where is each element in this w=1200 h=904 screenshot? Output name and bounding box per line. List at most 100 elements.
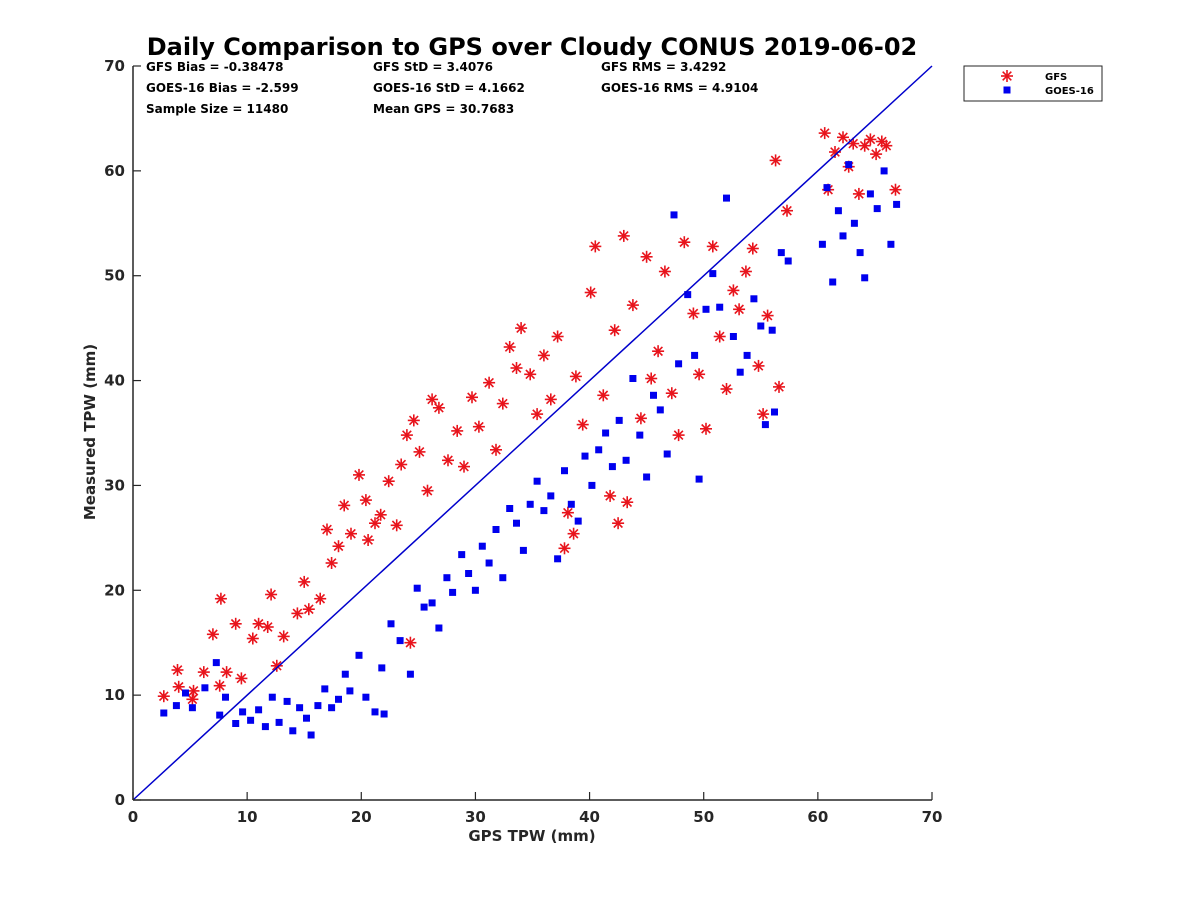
goes16-point bbox=[615, 416, 623, 424]
gfs-point bbox=[561, 506, 574, 519]
gfs-point bbox=[551, 330, 564, 343]
x-tick-label: 40 bbox=[579, 808, 600, 826]
goes16-point bbox=[595, 446, 603, 454]
gfs-point bbox=[544, 393, 557, 406]
goes16-point bbox=[172, 702, 180, 710]
goes16-point bbox=[378, 664, 386, 672]
gfs-point bbox=[569, 370, 582, 383]
gfs-point bbox=[472, 420, 485, 433]
goes16-point bbox=[296, 704, 304, 712]
gfs-point bbox=[213, 679, 226, 692]
legend-label-gfs: GFS bbox=[1045, 72, 1067, 83]
gfs-point bbox=[693, 368, 706, 381]
gfs-point bbox=[400, 429, 413, 442]
gfs-point bbox=[483, 376, 496, 389]
goes16-point bbox=[709, 270, 717, 278]
goes16-point bbox=[506, 505, 514, 512]
gfs-point bbox=[220, 666, 233, 679]
goes16-point bbox=[212, 659, 220, 667]
goes16-point bbox=[823, 184, 831, 192]
goes16-point bbox=[471, 586, 479, 594]
gfs-point bbox=[746, 242, 759, 255]
gfs-point bbox=[214, 592, 227, 605]
y-tick-label: 20 bbox=[104, 581, 125, 599]
goes16-point bbox=[554, 555, 562, 563]
gfs-point bbox=[246, 632, 259, 645]
goes16-point bbox=[777, 249, 785, 257]
goes16-point bbox=[757, 322, 765, 330]
goes16-point bbox=[321, 685, 329, 693]
gfs-point bbox=[584, 286, 597, 299]
goes16-point bbox=[887, 240, 895, 248]
gfs-point bbox=[353, 468, 365, 481]
goes16-point bbox=[341, 670, 349, 678]
goes16-point bbox=[716, 303, 724, 311]
goes16-point bbox=[355, 651, 363, 659]
goes16-point bbox=[371, 708, 379, 716]
gfs-point bbox=[531, 408, 544, 421]
gfs-point bbox=[407, 414, 420, 427]
goes16-point bbox=[750, 295, 758, 303]
x-tick-label: 0 bbox=[128, 808, 138, 826]
goes16-point bbox=[435, 624, 443, 632]
gfs-point bbox=[298, 575, 311, 588]
goes16-point bbox=[307, 731, 315, 739]
gfs-point bbox=[567, 527, 580, 540]
gfs-point bbox=[332, 540, 345, 553]
gfs-point bbox=[672, 429, 685, 442]
goes16-point bbox=[861, 274, 869, 282]
gfs-point bbox=[757, 408, 770, 421]
goes16-point bbox=[222, 693, 229, 701]
goes16-point bbox=[458, 551, 466, 559]
gfs-point bbox=[837, 131, 849, 144]
goes16-point bbox=[420, 603, 428, 611]
gfs-point bbox=[761, 309, 774, 322]
goes16-point bbox=[526, 500, 534, 508]
stat-goes16-rms: GOES-16 RMS = 4.9104 bbox=[601, 81, 758, 95]
legend-box bbox=[963, 65, 1103, 102]
gfs-point bbox=[325, 557, 338, 569]
goes16-point bbox=[643, 473, 651, 481]
gfs-point bbox=[362, 534, 375, 546]
gfs-point bbox=[640, 250, 653, 263]
stat-gfs-bias: GFS Bias = -0.38478 bbox=[146, 60, 283, 74]
gfs-point bbox=[515, 322, 528, 335]
goes16-point bbox=[768, 326, 776, 334]
gfs-point bbox=[374, 508, 387, 521]
gfs-point bbox=[187, 684, 200, 697]
gfs-point bbox=[752, 359, 765, 372]
axes-layer: 0 10 20 30 40 50 60 70 0 10 20 30 40 50 60 70 bbox=[104, 57, 942, 826]
goes16-point bbox=[485, 559, 493, 567]
goes16-point bbox=[261, 723, 269, 731]
y-tick-label: 10 bbox=[104, 686, 125, 704]
goes16-point bbox=[736, 368, 744, 376]
goes16-point bbox=[182, 689, 189, 697]
gfs-point bbox=[277, 630, 290, 643]
gfs-point bbox=[395, 458, 408, 471]
x-tick-label: 30 bbox=[465, 808, 486, 826]
goes16-point bbox=[873, 205, 881, 213]
goes16-point bbox=[771, 408, 778, 416]
goes16-point bbox=[247, 716, 255, 724]
gfs-point bbox=[186, 693, 199, 706]
stat-mean-gps: Mean GPS = 30.7683 bbox=[373, 102, 514, 116]
goes16-point bbox=[761, 421, 769, 429]
gfs-point bbox=[558, 542, 571, 555]
goes16-point bbox=[492, 526, 500, 533]
goes16-point bbox=[850, 219, 858, 227]
goes16-point bbox=[289, 727, 297, 735]
goes16-point bbox=[328, 704, 336, 712]
gfs-point bbox=[510, 362, 523, 374]
legend-label-goes16: GOES-16 bbox=[1045, 86, 1094, 97]
gfs-point bbox=[604, 489, 617, 502]
goes16-point bbox=[845, 161, 853, 169]
goes16-point bbox=[629, 375, 637, 382]
gfs-point bbox=[413, 445, 426, 458]
gfs-point bbox=[665, 387, 678, 400]
goes16-point bbox=[866, 190, 874, 198]
gfs-point bbox=[345, 527, 357, 540]
goes16-point bbox=[675, 360, 683, 368]
goes16-point bbox=[784, 257, 792, 265]
gfs-point bbox=[252, 617, 265, 630]
